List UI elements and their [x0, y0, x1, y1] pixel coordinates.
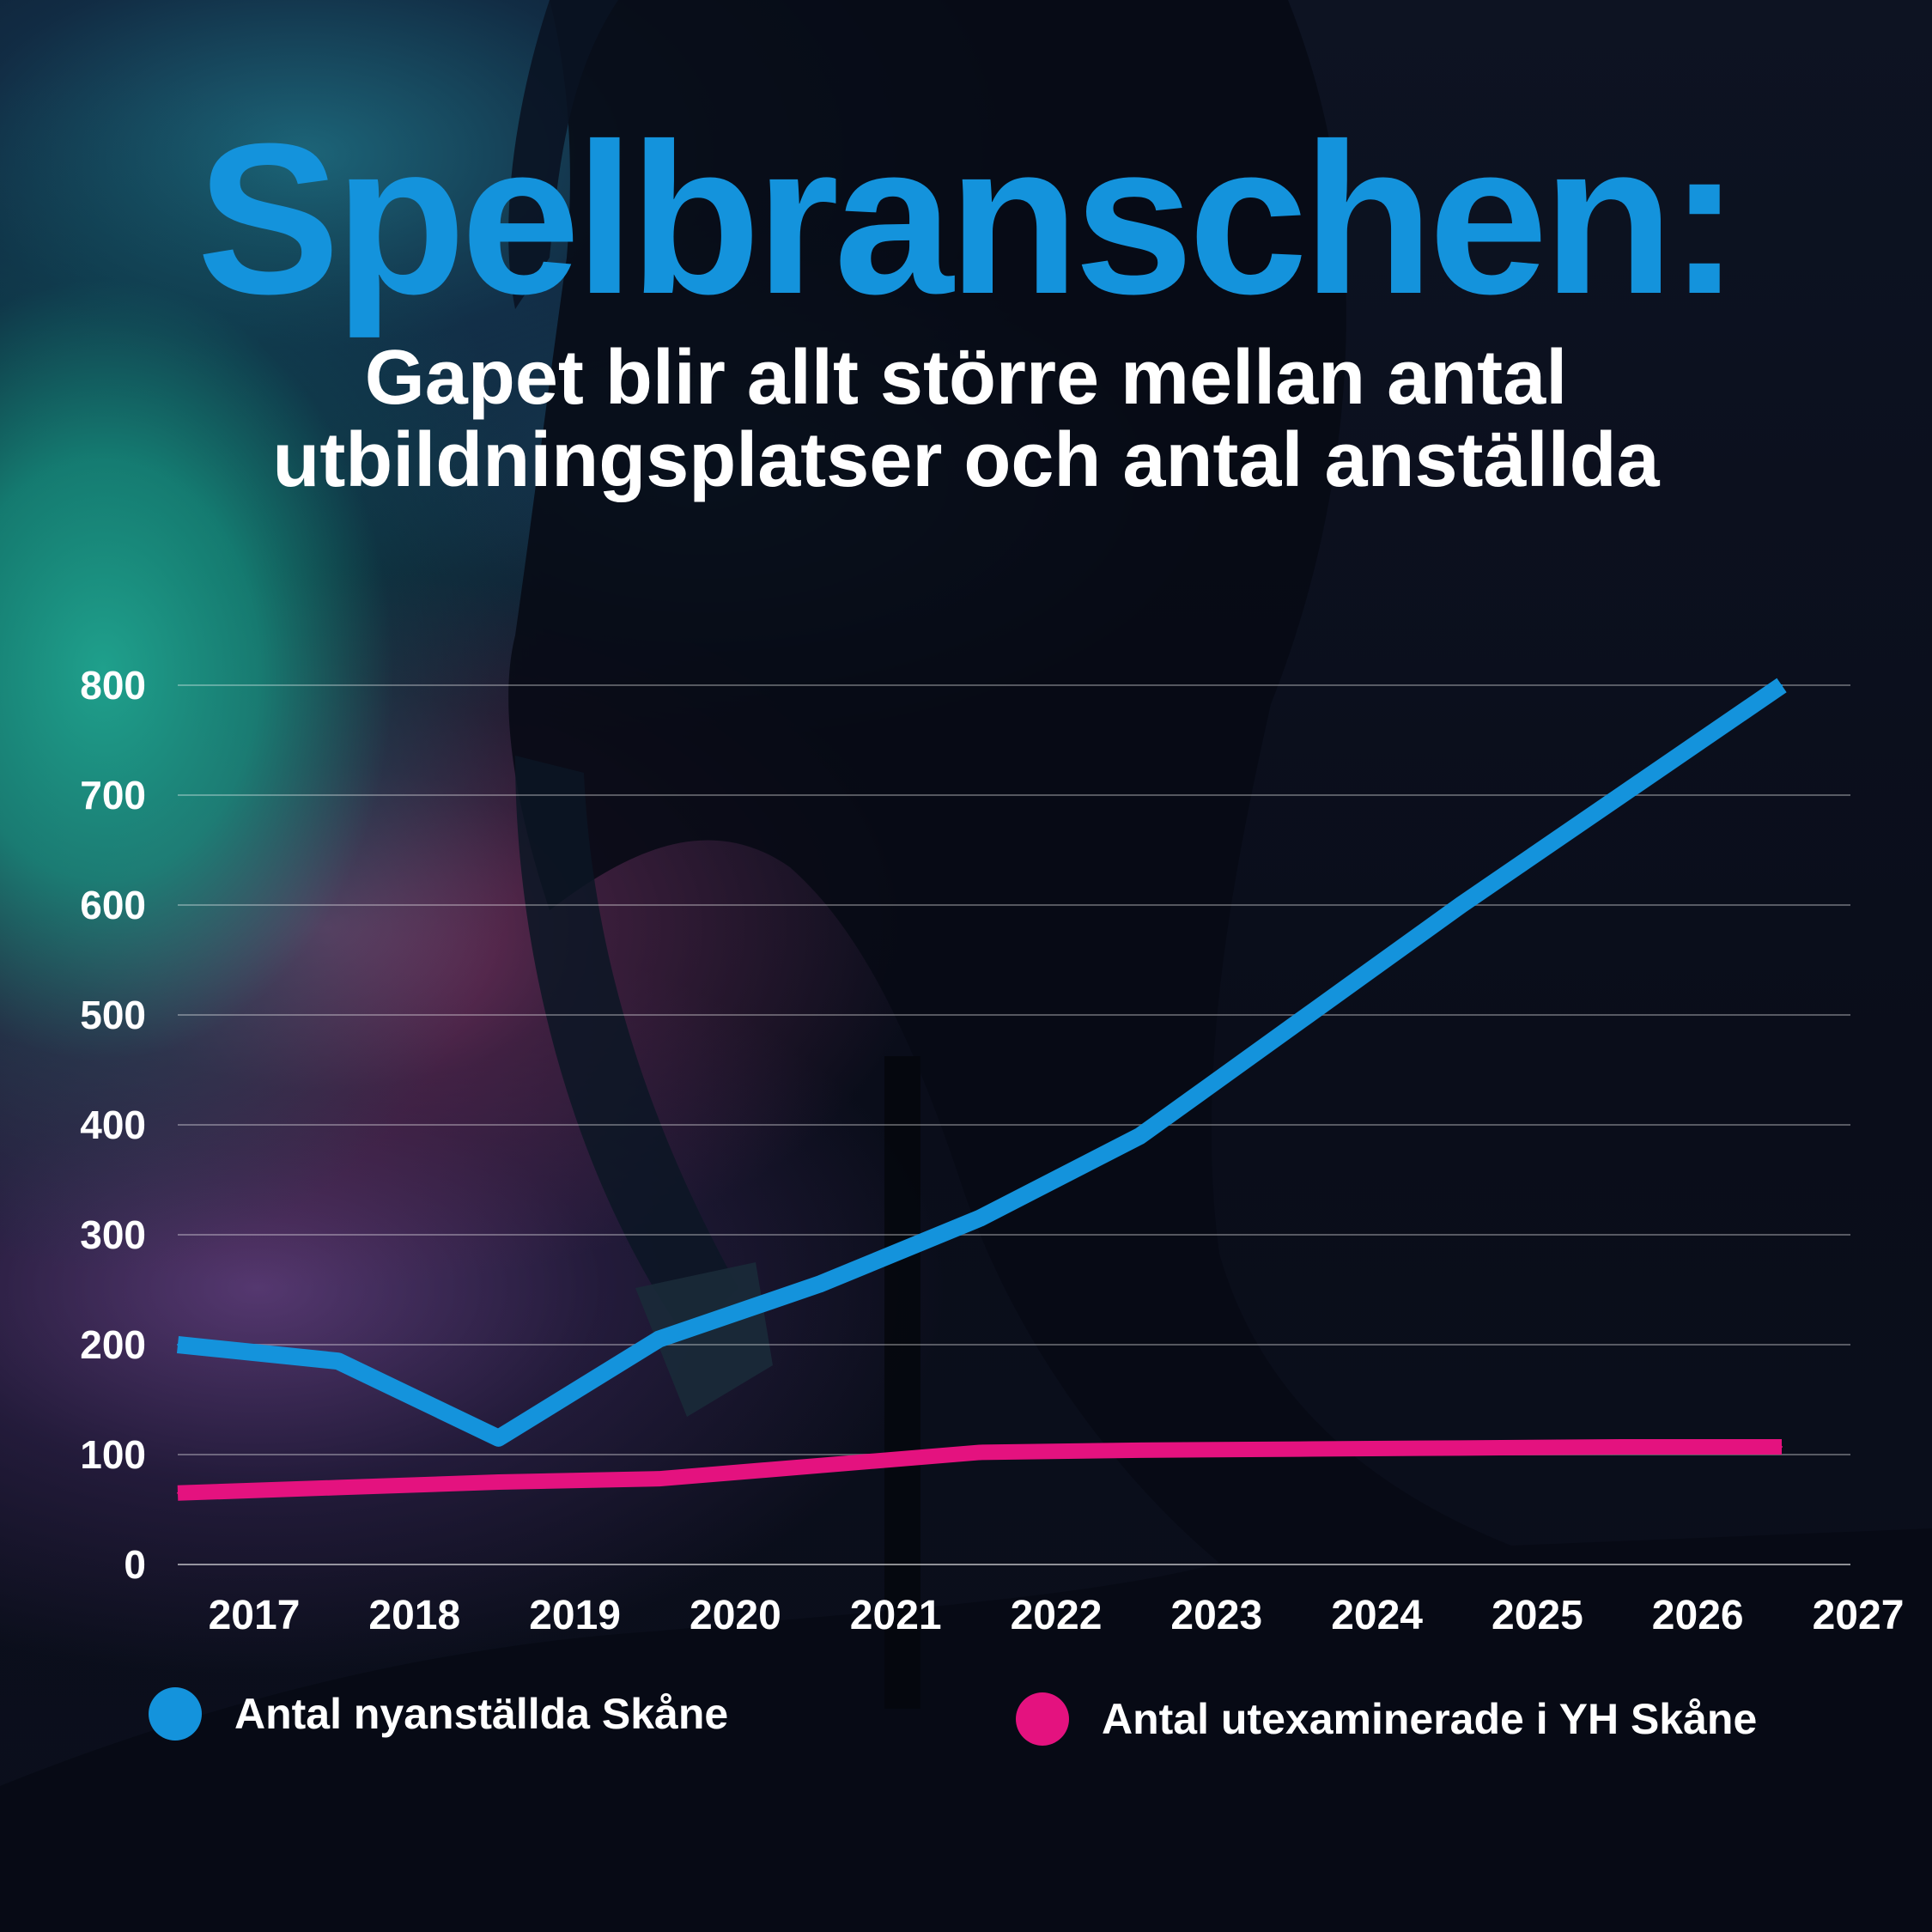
legend-item-utexaminerade: Antal utexaminerade i YH Skåne	[1016, 1692, 1757, 1746]
x-tick-label: 2020	[690, 1593, 781, 1638]
y-tick-label: 300	[80, 1212, 146, 1257]
series-lines	[176, 677, 1787, 1501]
chart-title: Spelbranschen:	[197, 99, 1741, 338]
legend-swatch-blue	[149, 1687, 202, 1741]
y-tick-label: 0	[124, 1542, 146, 1587]
x-tick-label: 2024	[1331, 1593, 1423, 1638]
data-point	[497, 1481, 500, 1483]
data-point	[1139, 1449, 1141, 1451]
data-point	[1620, 1446, 1623, 1449]
x-tick-label: 2018	[368, 1593, 460, 1638]
subtitle-line-1: Gapet blir allt större mellan antal	[364, 335, 1568, 421]
x-tick-label: 2026	[1652, 1593, 1744, 1638]
y-tick-label: 600	[80, 883, 146, 927]
x-tick-label: 2022	[1011, 1593, 1103, 1638]
data-point	[1299, 1448, 1302, 1450]
data-point	[497, 1437, 500, 1439]
data-point	[1460, 1447, 1462, 1449]
x-tick-label: 2027	[1813, 1593, 1905, 1638]
legend-label-utexaminerade: Antal utexaminerade i YH Skåne	[1102, 1695, 1758, 1743]
data-point	[1139, 1134, 1141, 1137]
data-point	[337, 1360, 339, 1363]
y-tick-label: 500	[80, 993, 146, 1037]
legend-swatch-pink	[1016, 1692, 1069, 1746]
y-axis-ticks: 0 100 200 300 400 500 600 700 800	[80, 663, 146, 1587]
x-tick-label: 2023	[1170, 1593, 1262, 1638]
data-point	[1781, 684, 1783, 686]
data-point	[1460, 904, 1462, 906]
y-tick-label: 400	[80, 1103, 146, 1147]
data-point	[979, 1451, 981, 1454]
y-tick-label: 800	[80, 663, 146, 708]
data-point	[818, 1283, 821, 1285]
data-point	[658, 1338, 660, 1340]
legend-label-nyanstallda: Antal nyanställda Skåne	[234, 1690, 729, 1738]
chart-subtitle: Gapet blir allt större mellan antal utbi…	[0, 337, 1932, 501]
x-tick-label: 2021	[850, 1593, 942, 1638]
subtitle-line-2: utbildningsplatser och antal anställda	[272, 417, 1660, 503]
series-line-nyanstallda	[176, 677, 1787, 1447]
data-point	[177, 1492, 179, 1494]
data-point	[658, 1478, 660, 1480]
x-axis-ticks: 2017 2018 2019 2020 2021 2022 2023 2024 2025 2026…	[209, 1593, 1905, 1638]
data-point	[1781, 1446, 1783, 1449]
data-point	[979, 1217, 981, 1219]
data-point	[1299, 1019, 1302, 1022]
data-point	[1620, 794, 1623, 796]
legend-item-nyanstallda: Antal nyanställda Skåne	[149, 1687, 728, 1741]
x-tick-label: 2019	[529, 1593, 621, 1638]
y-tick-label: 200	[80, 1322, 146, 1367]
x-tick-label: 2017	[209, 1593, 301, 1638]
y-tick-label: 700	[80, 773, 146, 817]
x-tick-label: 2025	[1492, 1593, 1583, 1638]
data-point	[177, 1344, 179, 1346]
y-tick-label: 100	[80, 1432, 146, 1477]
data-point	[337, 1486, 339, 1489]
data-point	[818, 1464, 821, 1467]
